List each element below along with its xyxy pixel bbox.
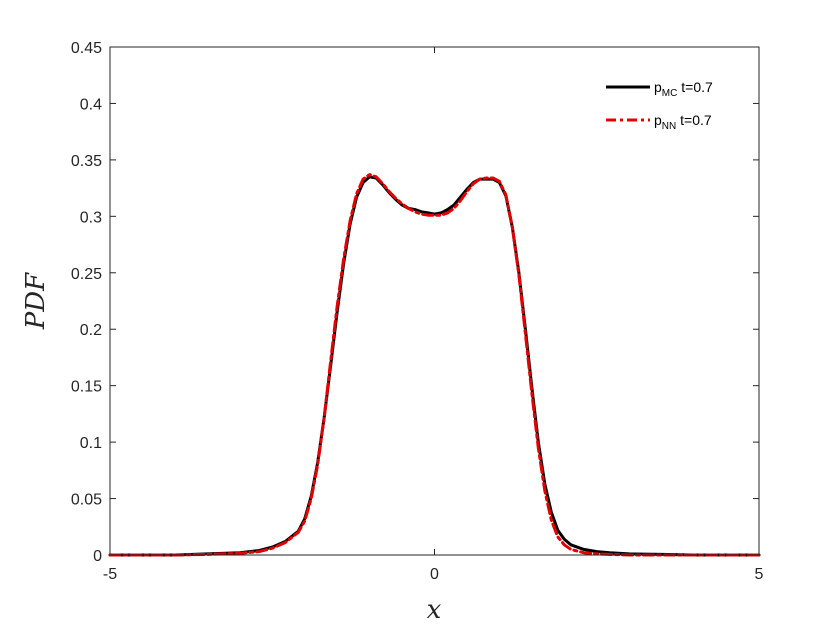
x-axis-label: x xyxy=(427,595,442,625)
x-tick-label: -5 xyxy=(103,566,117,583)
series-line-nn xyxy=(108,173,761,557)
legend-label-mc-sub: MC xyxy=(662,88,678,99)
legend-label-nn-rest: t=0.7 xyxy=(676,112,712,128)
x-tick-label: 0 xyxy=(430,566,439,583)
legend-label-mc-rest: t=0.7 xyxy=(677,79,713,95)
legend-label-mc-main: p xyxy=(654,79,662,95)
y-tick-label: 0.15 xyxy=(71,379,102,396)
y-tick-label: 0.25 xyxy=(71,266,102,283)
y-tick-label: 0.35 xyxy=(71,153,102,170)
series-layer xyxy=(108,173,761,557)
y-axis-label: PDF xyxy=(21,272,51,330)
y-tick-label: 0.4 xyxy=(80,96,102,113)
legend-label-nn: pNN t=0.7 xyxy=(654,112,712,132)
y-tick-label: 0.05 xyxy=(71,492,102,509)
y-tick-label: 0.45 xyxy=(71,40,102,57)
y-tick-label: 0.1 xyxy=(80,435,102,452)
y-tick-label: 0.3 xyxy=(80,209,102,226)
legend-label-mc: pMC t=0.7 xyxy=(654,79,713,99)
legend: pMC t=0.7 pNN t=0.7 xyxy=(606,79,713,132)
legend-label-nn-main: p xyxy=(654,112,662,128)
y-tick-label: 0.2 xyxy=(80,322,102,339)
x-tick-label: 5 xyxy=(755,566,764,583)
ticks-layer: -5 0 500.050.10.150.20.250.30.350.40.45 xyxy=(71,40,764,583)
y-tick-label: 0 xyxy=(93,548,102,565)
legend-label-nn-sub: NN xyxy=(662,121,676,132)
plot-area xyxy=(110,47,759,555)
